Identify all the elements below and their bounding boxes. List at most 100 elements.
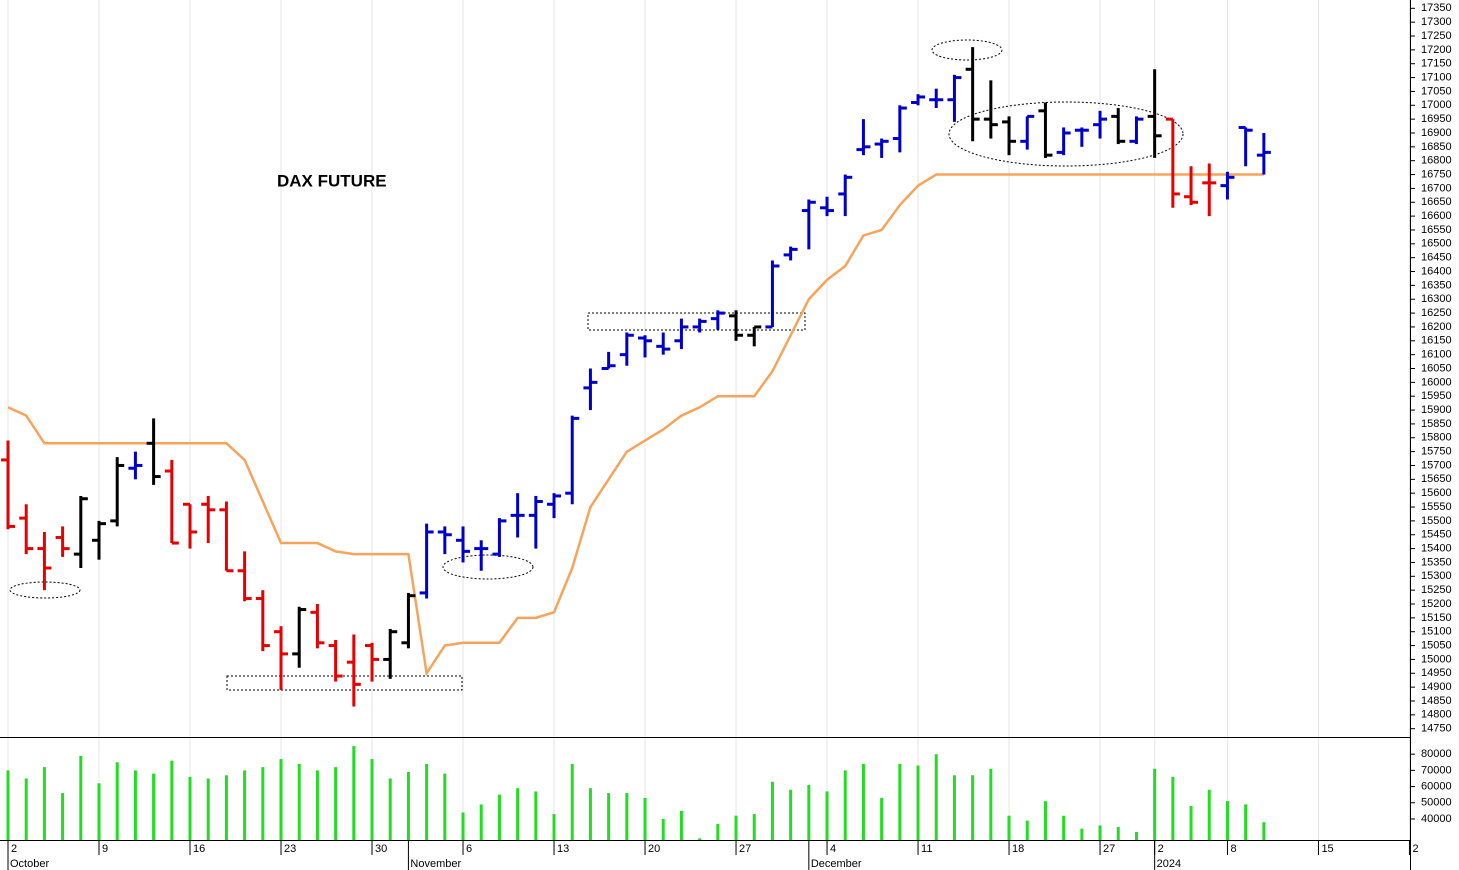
volume-bar — [1153, 768, 1157, 840]
annotation-ellipse — [442, 554, 534, 580]
annotations — [9, 39, 1184, 691]
x-tick-label: 13 — [557, 843, 569, 855]
stop-line — [7, 173, 1264, 677]
y-tick-label: 15800 — [1421, 432, 1452, 444]
volume-bar — [461, 812, 465, 840]
x-tick-label: 2 — [1412, 843, 1418, 855]
ohlc-bar — [1238, 125, 1253, 167]
volume-bar — [206, 778, 210, 840]
volume-bar — [534, 791, 538, 840]
y-tick-label: 16100 — [1421, 349, 1452, 361]
ohlc-bar — [765, 260, 780, 329]
ohlc-bar — [92, 520, 107, 560]
y-tick-label: 16750 — [1421, 168, 1452, 180]
volume-bar — [243, 770, 247, 840]
volume-bar — [679, 810, 683, 840]
y-tick-label: 15900 — [1421, 404, 1452, 416]
annotation-ellipse — [9, 581, 81, 599]
y-tick-label: 16600 — [1421, 210, 1452, 222]
y-tick-label: 17150 — [1421, 58, 1452, 70]
ohlc-bar — [55, 526, 70, 557]
ohlc-bar — [19, 504, 34, 555]
y-tick-label: 15850 — [1421, 418, 1452, 430]
y-tick-label: 17100 — [1421, 71, 1452, 83]
ohlc-bar — [274, 626, 289, 690]
volume-bar — [1134, 831, 1138, 840]
x-tick-label: 2 — [11, 843, 17, 855]
volume-bar — [698, 838, 702, 840]
x-tick-label: 9 — [102, 843, 108, 855]
volume-bar — [989, 768, 993, 840]
ohlc-bar — [801, 199, 816, 250]
ohlc-bar — [1074, 127, 1089, 147]
ohlc-bar — [219, 501, 234, 573]
y-tick-label: 15650 — [1421, 473, 1452, 485]
x-tick-label: 2 — [1158, 843, 1164, 855]
y-tick-label: 16300 — [1421, 293, 1452, 305]
ohlc-bar — [565, 415, 580, 505]
volume-bar — [1025, 820, 1029, 840]
x-tick-label: 15 — [1321, 843, 1333, 855]
y-tick-label: 15600 — [1421, 487, 1452, 499]
volume-bar — [734, 815, 738, 840]
ohlc-bar — [656, 332, 671, 355]
y-tick-label: 16550 — [1421, 224, 1452, 236]
y-tick-label: 15050 — [1421, 639, 1452, 651]
ohlc-bar — [692, 318, 707, 333]
volume-bar — [625, 793, 629, 840]
volume-bar — [279, 759, 283, 840]
y-tick-label: 15950 — [1421, 390, 1452, 402]
volume-bar — [1207, 789, 1211, 840]
volume-tick-label: 70000 — [1421, 764, 1452, 776]
ohlc-bar — [1002, 116, 1017, 156]
y-tick-label: 15150 — [1421, 612, 1452, 624]
ohlc-bar — [729, 310, 744, 341]
volume-bar — [752, 814, 756, 840]
volume-bar — [152, 773, 156, 840]
y-tick-label: 17250 — [1421, 30, 1452, 42]
volume-bar — [79, 755, 83, 840]
x-tick-label: 6 — [466, 843, 472, 855]
volume-bar — [6, 770, 10, 840]
y-tick-label: 15200 — [1421, 598, 1452, 610]
ohlc-bar — [674, 318, 689, 350]
ohlc-bar — [1056, 127, 1071, 156]
ohlc-bar — [856, 119, 871, 156]
chart-title: DAX FUTURE — [277, 171, 387, 190]
volume-bar — [952, 775, 956, 840]
y-tick-label: 17300 — [1421, 16, 1452, 28]
y-tick-label: 15300 — [1421, 570, 1452, 582]
y-tick-label: 15400 — [1421, 543, 1452, 555]
volume-bar — [1043, 801, 1047, 840]
y-tick-label: 16950 — [1421, 113, 1452, 125]
annotation-box — [587, 312, 806, 331]
x-tick-label: 16 — [193, 843, 205, 855]
ohlc-bar — [510, 493, 525, 538]
ohlc-bar — [1165, 117, 1180, 208]
ohlc-bar — [1256, 132, 1271, 175]
volume-bar — [133, 770, 137, 840]
volume-bar — [516, 788, 520, 840]
volume-bar — [770, 781, 774, 840]
y-tick-label: 15700 — [1421, 459, 1452, 471]
ohlc-bar — [383, 628, 398, 679]
ohlc-bar — [1, 440, 16, 530]
volume-bar — [497, 794, 501, 840]
y-tick-label: 14900 — [1421, 681, 1452, 693]
y-tick-label: 16850 — [1421, 141, 1452, 153]
y-tick-label: 15250 — [1421, 584, 1452, 596]
ohlc-bar — [237, 551, 252, 602]
volume-bar — [716, 823, 720, 840]
volume-bar — [297, 763, 301, 840]
y-tick-label: 14850 — [1421, 695, 1452, 707]
ohlc-bar — [820, 196, 835, 217]
volume-bar — [588, 788, 592, 840]
volume-bar — [97, 783, 101, 840]
volume-bar — [843, 770, 847, 840]
volume-bar — [334, 767, 338, 840]
ohlc-bar — [1093, 110, 1108, 139]
y-tick-label: 16800 — [1421, 155, 1452, 167]
volume-bar — [861, 763, 865, 840]
ohlc-bar — [437, 526, 452, 555]
volume-bar — [898, 763, 902, 840]
